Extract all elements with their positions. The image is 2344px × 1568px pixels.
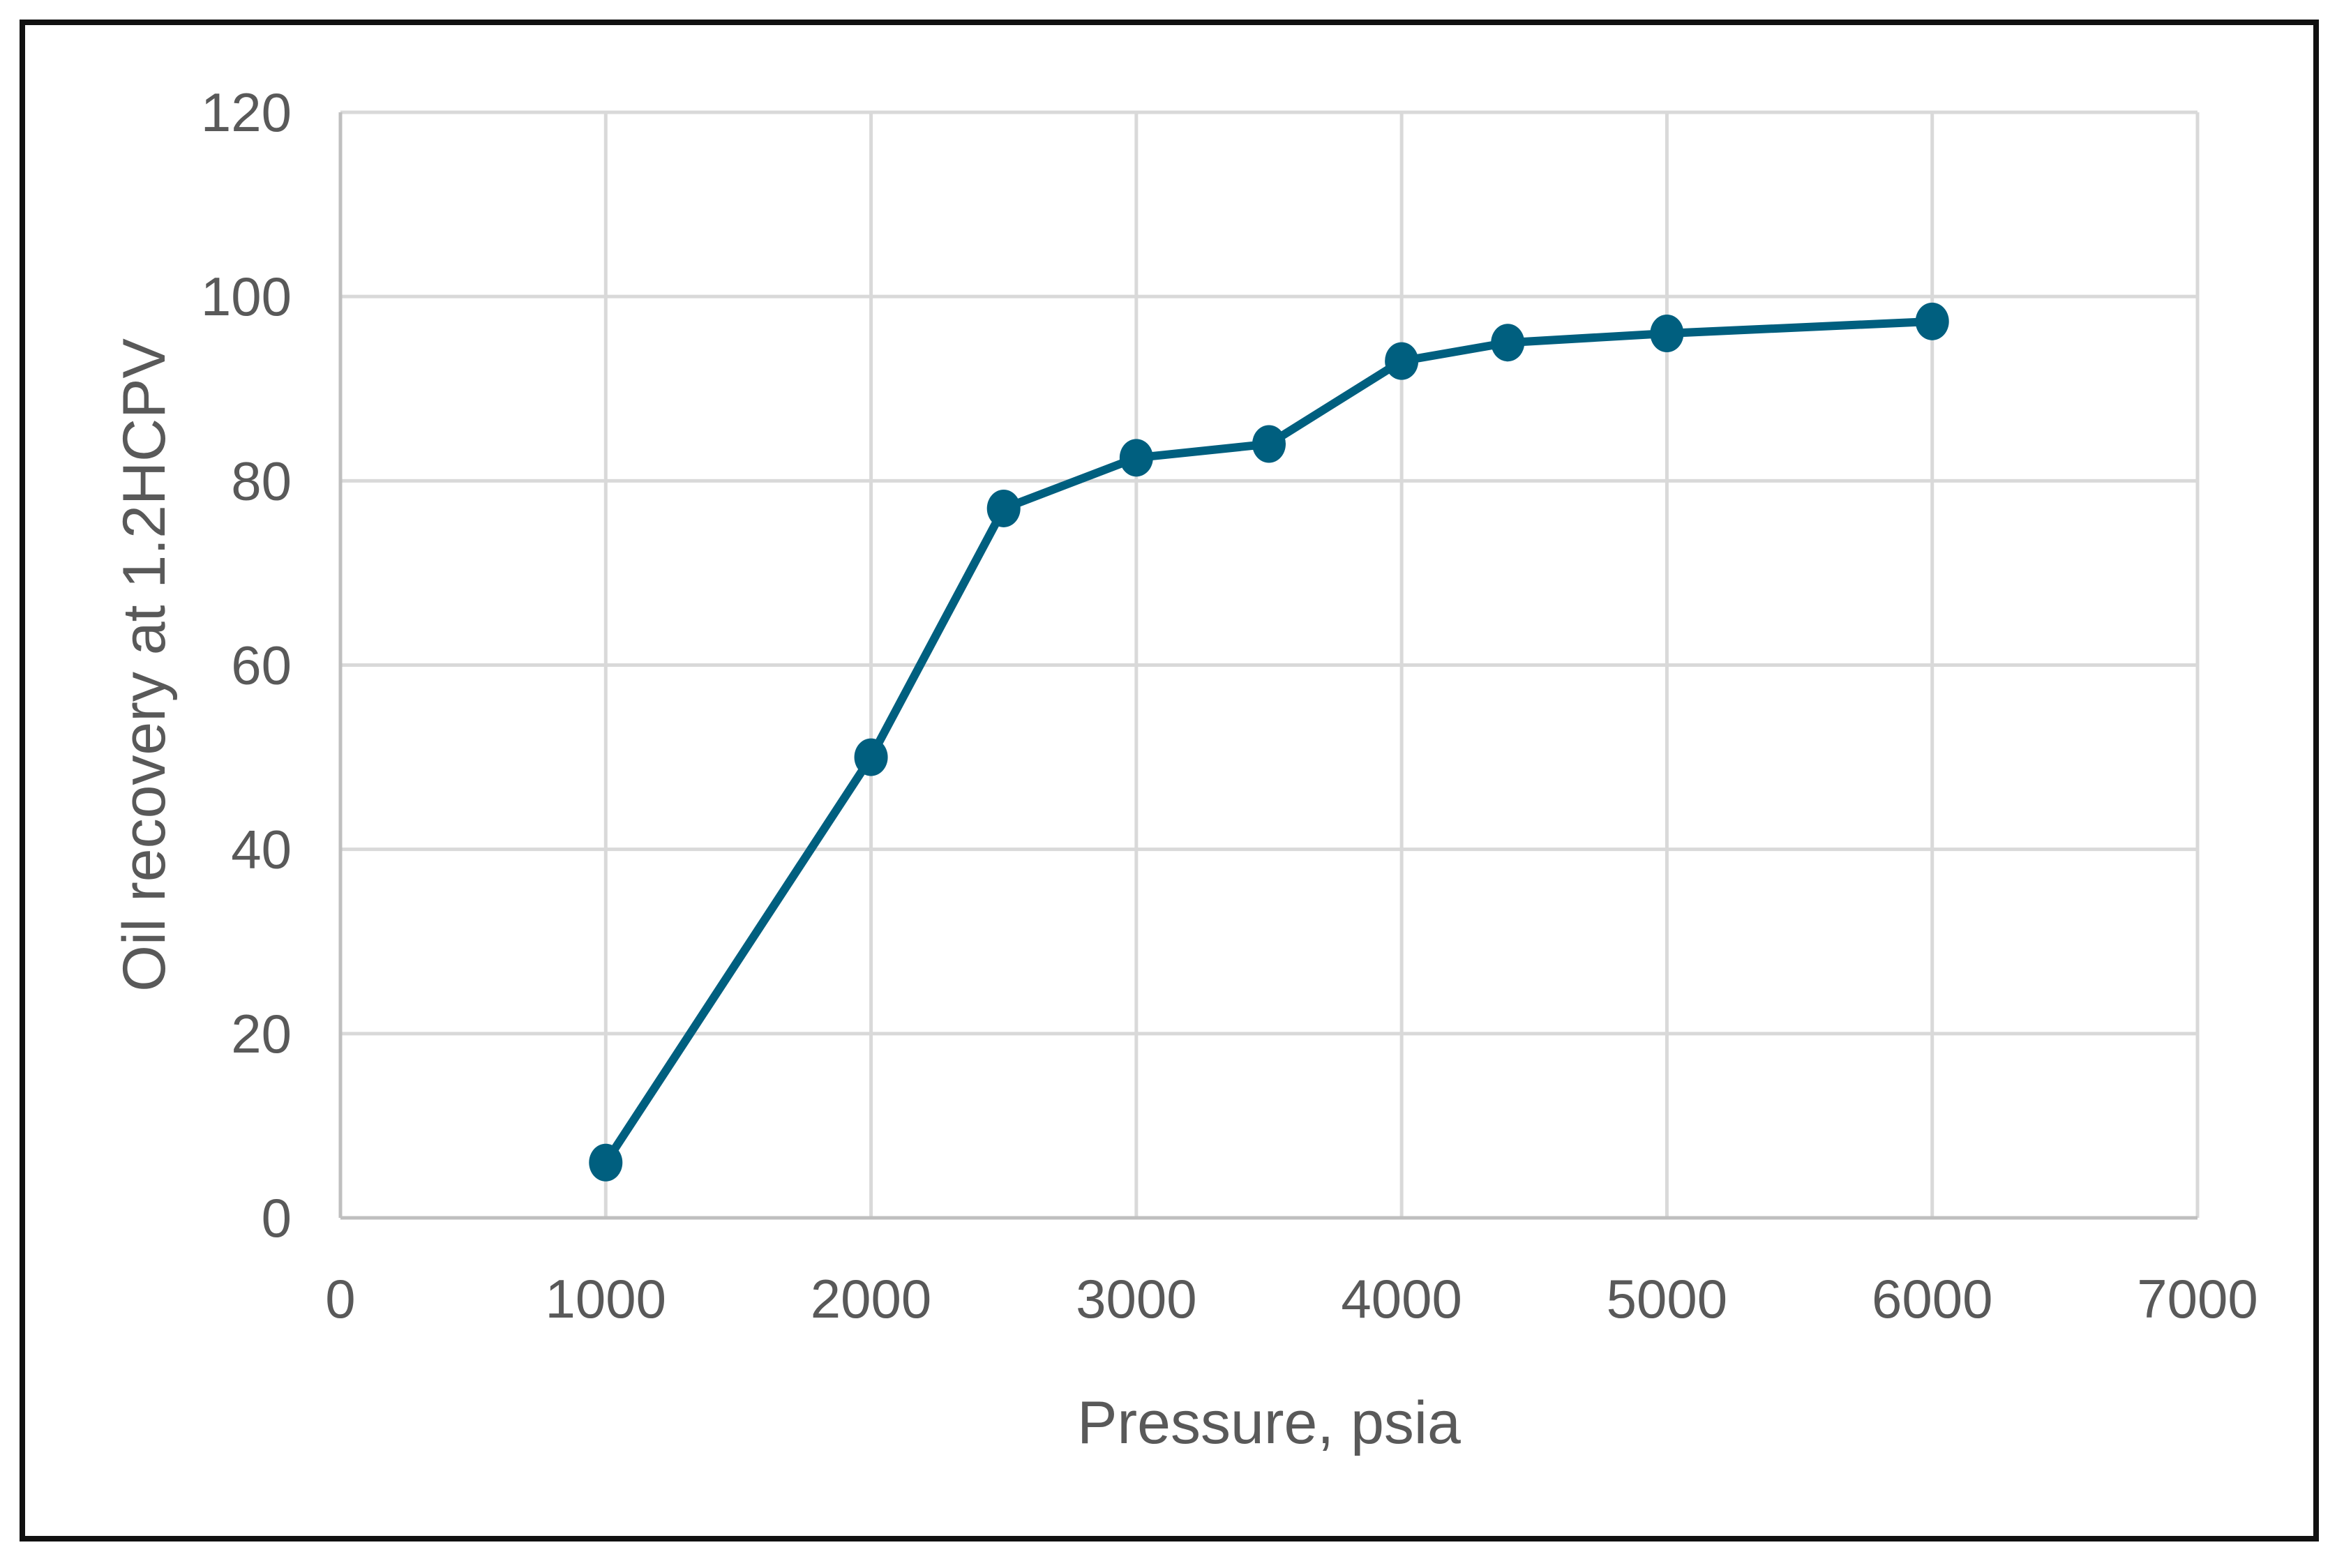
y-axis-title: Oil recovery at 1.2HCPV — [111, 338, 178, 992]
y-tick-label: 20 — [231, 1003, 292, 1064]
series — [589, 302, 1949, 1182]
y-tick-label: 100 — [201, 266, 292, 327]
x-tick-label: 0 — [325, 1268, 355, 1329]
x-tick-label: 6000 — [1872, 1268, 1993, 1329]
data-point — [1491, 324, 1525, 362]
data-point — [1119, 439, 1153, 477]
x-axis-title: Pressure, psia — [1077, 1389, 1461, 1456]
axes — [338, 112, 2198, 1220]
x-tick-label: 1000 — [546, 1268, 667, 1329]
tick-labels: 0 20 40 60 80 100 120 0 1000 2000 3000 4000 5000 6000… — [201, 82, 2258, 1329]
data-point — [1252, 425, 1286, 463]
x-tick-label: 3000 — [1076, 1268, 1197, 1329]
data-point — [1915, 302, 1949, 340]
x-tick-label: 2000 — [811, 1268, 932, 1329]
x-tick-label: 7000 — [2137, 1268, 2258, 1329]
line-chart: 0 20 40 60 80 100 120 0 1000 2000 3000 4000 5000 6000… — [111, 82, 2258, 1456]
y-tick-label: 120 — [201, 82, 292, 143]
data-point — [589, 1143, 623, 1182]
data-point — [986, 489, 1021, 527]
data-point — [1385, 342, 1419, 380]
y-tick-label: 40 — [231, 819, 292, 880]
gridlines — [340, 110, 2200, 1218]
y-tick-label: 0 — [262, 1187, 292, 1249]
x-tick-label: 5000 — [1607, 1268, 1728, 1329]
axis-titles: Pressure, psia Oil recovery at 1.2HCPV — [111, 338, 1461, 1456]
data-point — [854, 738, 888, 776]
y-tick-label: 60 — [231, 635, 292, 696]
data-point — [1650, 315, 1684, 352]
x-tick-label: 4000 — [1341, 1268, 1462, 1329]
y-tick-label: 80 — [231, 450, 292, 511]
chart-frame: 0 20 40 60 80 100 120 0 1000 2000 3000 4000 5000 6000… — [20, 20, 2319, 1541]
